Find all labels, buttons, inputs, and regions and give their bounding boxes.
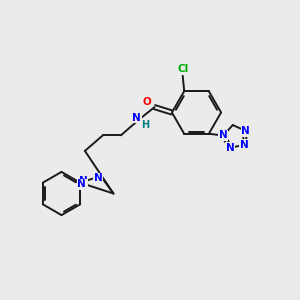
Text: N: N [240,140,248,150]
Text: O: O [142,97,152,107]
Text: H: H [141,120,150,130]
Text: N: N [219,130,228,140]
Text: N: N [94,173,103,183]
Text: N: N [226,143,235,153]
Text: N: N [132,112,141,123]
Text: N: N [241,126,250,136]
Text: N: N [77,179,86,189]
Text: N: N [79,176,88,186]
Text: Cl: Cl [177,64,188,74]
